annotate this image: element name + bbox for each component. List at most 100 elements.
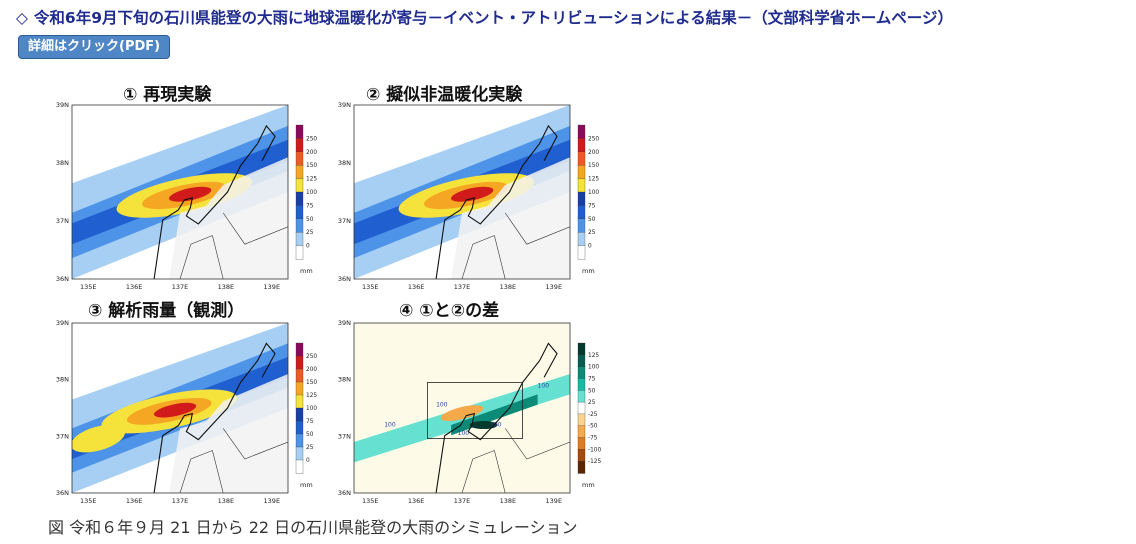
- lat-label: 38N: [56, 159, 69, 167]
- colorbar-tick: 250: [306, 136, 317, 142]
- map-area: [72, 323, 288, 493]
- colorbar-segment: [577, 413, 586, 427]
- sado-island: [539, 342, 558, 378]
- colorbar-segment: [295, 218, 304, 233]
- colorbar-segment: [295, 368, 304, 383]
- coastline: [153, 142, 259, 279]
- prefecture-borders: [461, 428, 570, 493]
- colorbar-segment: [577, 449, 586, 462]
- map-frame: [71, 104, 289, 280]
- colorbar-unit: mm: [582, 267, 595, 275]
- colorbar-tick: 25: [588, 400, 596, 406]
- colorbar-segment: [295, 342, 304, 357]
- headline[interactable]: ◇ 令和6年9月下旬の石川県能登の大雨に地球温暖化が寄与－イベント・アトリビューシ…: [16, 6, 1126, 28]
- lat-label: 37N: [56, 432, 69, 440]
- land-area: [169, 157, 288, 279]
- colorbar-tick: 0: [306, 244, 310, 250]
- contour-label: 100: [384, 422, 396, 429]
- lon-label: 139E: [264, 497, 281, 505]
- lon-label: 136E: [126, 497, 143, 505]
- panel-2-title: ② 擬似非温暖化実験: [366, 85, 523, 105]
- colorbar-tick: 75: [588, 376, 596, 382]
- lon-label: 137E: [172, 283, 189, 291]
- sado-island: [257, 124, 276, 161]
- map-frame: [353, 104, 571, 280]
- panel-1-title: ① 再現実験: [123, 85, 212, 105]
- colorbar-segment: [295, 446, 304, 461]
- colorbar-segment: [295, 381, 304, 396]
- colorbar-segment: [295, 394, 304, 409]
- map-area: [72, 105, 288, 279]
- colorbar-tick: -75: [588, 436, 598, 442]
- lon-label: 138E: [500, 497, 517, 505]
- land-area: [169, 374, 288, 493]
- colorbar-tick: -50: [588, 424, 598, 430]
- colorbar-tick: 150: [306, 163, 317, 169]
- lat-label: 37N: [338, 432, 351, 440]
- coastline: [435, 360, 541, 493]
- colorbar-tick: 125: [588, 353, 599, 359]
- colorbar-segment: [577, 354, 586, 368]
- colorbar-segment: [577, 205, 586, 220]
- lon-label: 135E: [362, 497, 379, 505]
- colorbar-segment: [577, 378, 586, 391]
- contour-label: 100: [458, 430, 470, 437]
- colorbar-segment: [295, 355, 304, 370]
- lat-label: 37N: [56, 217, 69, 225]
- panel-3-title: ③ 解析雨量（観測）: [88, 301, 245, 321]
- colorbar-tick: 50: [588, 388, 596, 394]
- lat-label: 39N: [56, 319, 69, 327]
- lon-label: 139E: [546, 283, 563, 291]
- rain-core-red: [169, 186, 212, 202]
- diff-negative-blob: [440, 405, 484, 421]
- colorbar-tick: 150: [588, 163, 599, 169]
- lat-label: 36N: [338, 275, 351, 283]
- contour-label: 100: [490, 422, 502, 429]
- colorbar-tick: 150: [306, 380, 317, 386]
- lon-label: 137E: [454, 497, 471, 505]
- focus-box: [427, 382, 523, 439]
- lon-label: 135E: [362, 283, 379, 291]
- colorbar-segment: [577, 151, 586, 166]
- headline-text[interactable]: 令和6年9月下旬の石川県能登の大雨に地球温暖化が寄与－イベント・アトリビューショ…: [33, 9, 953, 27]
- lon-label: 137E: [172, 497, 189, 505]
- colorbar-segment: [295, 191, 304, 207]
- lat-label: 36N: [56, 275, 69, 283]
- colorbar-unit: mm: [300, 481, 313, 489]
- colorbar-tick: 100: [588, 365, 599, 371]
- colorbar-segment: [295, 165, 304, 180]
- lon-label: 135E: [80, 283, 97, 291]
- colorbar-segment: [577, 178, 586, 193]
- prefecture-borders: [179, 428, 288, 493]
- lat-label: 38N: [338, 376, 351, 384]
- colorbar-segment: [577, 366, 586, 380]
- colorbar-tick: 100: [588, 190, 599, 196]
- colorbar-segment: [295, 245, 304, 260]
- sado-island: [539, 124, 558, 161]
- rain-core-red: [451, 186, 494, 202]
- coastline: [435, 142, 541, 279]
- colorbar-tick: 50: [306, 217, 314, 223]
- colorbar-unit: mm: [582, 481, 595, 489]
- colorbar-segment: [295, 124, 304, 140]
- lat-label: 39N: [338, 101, 351, 109]
- colorbar-segment: [295, 459, 304, 474]
- colorbar-segment: [577, 390, 586, 403]
- diamond-outline-icon: ◇: [16, 9, 28, 27]
- colorbar-tick: 0: [306, 458, 310, 464]
- colorbar-segment: [577, 138, 586, 153]
- colorbar-tick: 25: [588, 230, 596, 236]
- colorbar-tick: 25: [306, 230, 314, 236]
- colorbar-tick: 125: [306, 177, 317, 183]
- lon-label: 136E: [408, 283, 425, 291]
- colorbar-tick: 200: [306, 150, 317, 156]
- colorbar-tick: 125: [588, 177, 599, 183]
- colorbar-segment: [577, 425, 586, 439]
- pdf-details-button[interactable]: 詳細はクリック(PDF): [18, 35, 171, 59]
- colorbar-segment: [577, 401, 586, 415]
- rain-core-red: [153, 402, 197, 418]
- colorbar-segment: [577, 165, 586, 180]
- colorbar-tick: -100: [588, 447, 601, 453]
- colorbar-tick: -125: [588, 459, 601, 465]
